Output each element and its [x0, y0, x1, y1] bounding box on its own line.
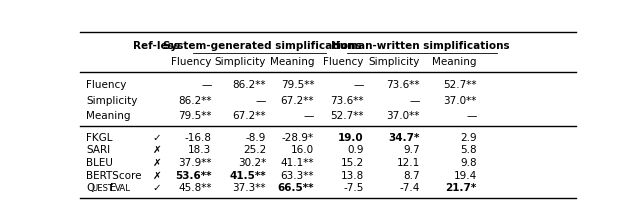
Text: BERTScore: BERTScore	[86, 171, 141, 181]
Text: 19.4: 19.4	[454, 171, 477, 181]
Text: 19.0: 19.0	[338, 133, 364, 143]
Text: 41.1**: 41.1**	[280, 158, 314, 168]
Text: -8.9: -8.9	[246, 133, 266, 143]
Text: 37.3**: 37.3**	[232, 183, 266, 193]
Text: VAL: VAL	[115, 184, 131, 193]
Text: -7.5: -7.5	[343, 183, 364, 193]
Text: -16.8: -16.8	[184, 133, 211, 143]
Text: 37.9**: 37.9**	[178, 158, 211, 168]
Text: 67.2**: 67.2**	[280, 96, 314, 106]
Text: Fluency: Fluency	[323, 57, 364, 67]
Text: 73.6**: 73.6**	[387, 80, 420, 90]
Text: —: —	[304, 111, 314, 121]
Text: 25.2: 25.2	[243, 145, 266, 155]
Text: Simplicity: Simplicity	[214, 57, 266, 67]
Text: Ref-less: Ref-less	[134, 41, 180, 51]
Text: Fluency: Fluency	[171, 57, 211, 67]
Text: 2.9: 2.9	[460, 133, 477, 143]
Text: 45.8**: 45.8**	[178, 183, 211, 193]
Text: Meaning: Meaning	[432, 57, 477, 67]
Text: 52.7**: 52.7**	[330, 111, 364, 121]
Text: 9.7: 9.7	[403, 145, 420, 155]
Text: Q: Q	[86, 183, 94, 193]
Text: FKGL: FKGL	[86, 133, 113, 143]
Text: System-generated simplifications: System-generated simplifications	[163, 41, 362, 51]
Text: ✗: ✗	[152, 158, 161, 168]
Text: 66.5**: 66.5**	[278, 183, 314, 193]
Text: 16.0: 16.0	[291, 145, 314, 155]
Text: -28.9*: -28.9*	[282, 133, 314, 143]
Text: 21.7*: 21.7*	[445, 183, 477, 193]
Text: 15.2: 15.2	[340, 158, 364, 168]
Text: 34.7*: 34.7*	[388, 133, 420, 143]
Text: 73.6**: 73.6**	[330, 96, 364, 106]
Text: SARI: SARI	[86, 145, 110, 155]
Text: 79.5**: 79.5**	[280, 80, 314, 90]
Text: ✗: ✗	[152, 145, 161, 155]
Text: 18.3: 18.3	[188, 145, 211, 155]
Text: 9.8: 9.8	[460, 158, 477, 168]
Text: Meaning: Meaning	[86, 111, 131, 121]
Text: 13.8: 13.8	[340, 171, 364, 181]
Text: E: E	[110, 183, 116, 193]
Text: 8.7: 8.7	[403, 171, 420, 181]
Text: ✓: ✓	[152, 183, 161, 193]
Text: Simplicity: Simplicity	[369, 57, 420, 67]
Text: 0.9: 0.9	[348, 145, 364, 155]
Text: 53.6**: 53.6**	[175, 171, 211, 181]
Text: Meaning: Meaning	[269, 57, 314, 67]
Text: 63.3**: 63.3**	[280, 171, 314, 181]
Text: BLEU: BLEU	[86, 158, 113, 168]
Text: -7.4: -7.4	[399, 183, 420, 193]
Text: 12.1: 12.1	[397, 158, 420, 168]
Text: 52.7**: 52.7**	[444, 80, 477, 90]
Text: ✓: ✓	[152, 133, 161, 143]
Text: 41.5**: 41.5**	[229, 171, 266, 181]
Text: Simplicity: Simplicity	[86, 96, 138, 106]
Text: UEST: UEST	[91, 184, 113, 193]
Text: 37.0**: 37.0**	[387, 111, 420, 121]
Text: 86.2**: 86.2**	[178, 96, 211, 106]
Text: —: —	[201, 80, 211, 90]
Text: 37.0**: 37.0**	[444, 96, 477, 106]
Text: 86.2**: 86.2**	[232, 80, 266, 90]
Text: 67.2**: 67.2**	[232, 111, 266, 121]
Text: —: —	[467, 111, 477, 121]
Text: —: —	[353, 80, 364, 90]
Text: 79.5**: 79.5**	[178, 111, 211, 121]
Text: ✗: ✗	[152, 171, 161, 181]
Text: 30.2*: 30.2*	[237, 158, 266, 168]
Text: —: —	[255, 96, 266, 106]
Text: Human-written simplifications: Human-written simplifications	[331, 41, 509, 51]
Text: —: —	[410, 96, 420, 106]
Text: 5.8: 5.8	[460, 145, 477, 155]
Text: Fluency: Fluency	[86, 80, 126, 90]
